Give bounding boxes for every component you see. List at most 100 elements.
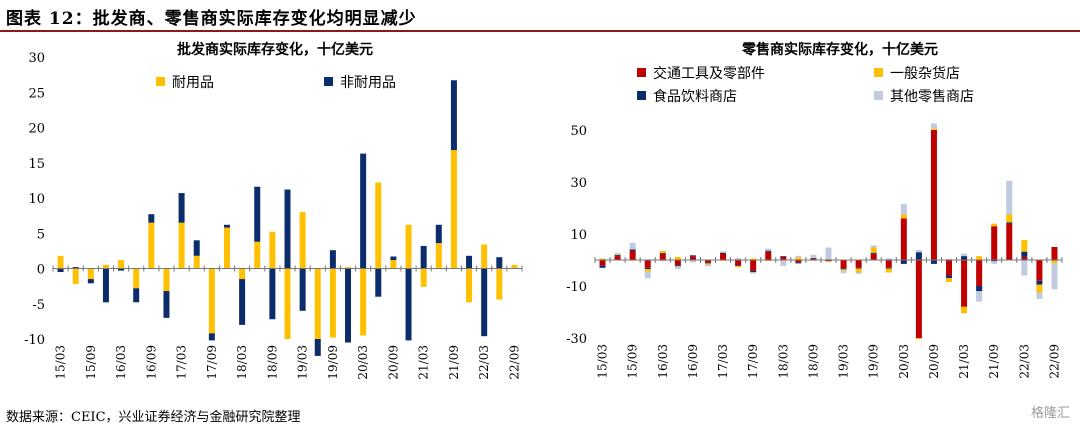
wholesale-x-tick-label: 16/09 — [144, 345, 158, 380]
retail-bar-s0-19-06 — [855, 260, 862, 268]
retail-legend-swatch-2 — [874, 68, 883, 77]
retail-bar-s3-17-12 — [765, 248, 772, 251]
retail-bar-s3-22-03 — [1021, 260, 1028, 276]
retail-bar-s3-15-09 — [629, 242, 636, 250]
wholesale-bar-s1-18-12 — [284, 189, 291, 269]
wholesale-bar-s1-18-03 — [239, 279, 246, 325]
retail-bar-s3-16-06 — [674, 266, 681, 269]
retail-bar-s0-18-12 — [825, 260, 832, 262]
retail-bar-s3-21-06 — [976, 291, 983, 302]
wholesale-bar-s0-19-03 — [299, 212, 306, 269]
wholesale-bar-s0-19-06 — [314, 268, 321, 339]
figure-title: 图表 12：批发商、零售商实际库存变化均明显减少 — [6, 9, 417, 29]
wholesale-bar-s1-21-03 — [420, 245, 427, 269]
wholesale-bar-s1-22-06 — [496, 257, 503, 269]
retail-bar-s0-18-09 — [810, 258, 817, 260]
retail-bar-s0-21-03 — [961, 260, 968, 307]
retail-y-tick-label: 10 — [570, 228, 587, 243]
retail-bar-s3-21-09 — [991, 261, 998, 264]
wholesale-bar-s1-20-09 — [390, 256, 397, 261]
wholesale-bar-s0-17-06 — [193, 255, 200, 269]
retail-bar-s2-20-03 — [900, 214, 907, 219]
wholesale-x-tick-label: 15/03 — [54, 345, 68, 380]
wholesale-y-tick-label: -10 — [24, 333, 45, 348]
retail-x-tick-label: 21/03 — [957, 344, 971, 379]
retail-title: 零售商实际库存变化，十亿美元 — [741, 41, 938, 58]
wholesale-bar-s1-20-06 — [375, 268, 382, 297]
retail-bar-s2-19-12 — [885, 268, 892, 273]
wholesale-x-tick-label: 20/03 — [356, 345, 370, 380]
wholesale-x-tick-label: 19/03 — [296, 345, 310, 380]
retail-bar-s2-20-09 — [930, 128, 937, 130]
retail-bar-s1-17-06 — [735, 265, 742, 266]
retail-bar-s3-16-09 — [689, 260, 696, 263]
retail-bar-s1-21-03 — [961, 256, 968, 260]
retail-legend-label-2: 一般杂货店 — [890, 65, 960, 82]
retail-bar-s3-19-03 — [840, 270, 847, 274]
wholesale-bar-s0-16-12 — [163, 268, 170, 292]
retail-bar-s2-21-09 — [991, 223, 998, 227]
retail-x-tick-label: 22/03 — [1017, 344, 1031, 379]
wholesale-bar-s0-22-09 — [511, 264, 518, 269]
retail-bar-s3-16-03 — [659, 260, 666, 262]
title-divider — [0, 30, 1080, 32]
retail-x-tick-label: 17/03 — [716, 344, 730, 379]
wholesale-bar-s1-16-12 — [163, 291, 170, 318]
wholesale-title: 批发商实际库存变化，十亿美元 — [177, 41, 373, 58]
wholesale-bar-s0-20-06 — [375, 182, 382, 269]
wholesale-bar-s0-16-06 — [133, 268, 140, 289]
wholesale-x-tick-label: 16/03 — [114, 345, 128, 380]
retail-bar-s0-16-06 — [674, 260, 681, 266]
wholesale-bar-s1-15-06 — [72, 267, 79, 269]
wholesale-bar-s0-15-09 — [87, 268, 94, 280]
retail-bar-s3-20-09 — [930, 123, 937, 129]
retail-bar-s0-17-03 — [720, 253, 727, 260]
retail-bar-s2-19-03 — [840, 269, 847, 271]
wholesale-x-tick-label: 18/03 — [235, 345, 249, 380]
retail-x-tick-label: 20/03 — [897, 344, 911, 379]
wholesale-bar-s1-16-06 — [133, 288, 140, 303]
retail-bar-s1-21-12 — [1006, 222, 1013, 224]
wholesale-y-tick-label: 0 — [37, 263, 45, 278]
retail-legend-swatch-1 — [637, 91, 646, 100]
retail-bar-s1-20-06 — [915, 252, 922, 260]
wholesale-bar-s1-17-03 — [178, 193, 185, 223]
wholesale-y-tick-label: 15 — [28, 157, 45, 172]
wholesale-bar-s0-17-03 — [178, 222, 185, 269]
retail-bar-s2-22-06 — [1036, 284, 1043, 293]
retail-bar-s1-16-06 — [674, 265, 681, 267]
wholesale-x-tick-label: 20/09 — [386, 345, 400, 380]
wholesale-chart: 批发商实际库存变化，十亿美元 -10 -5 0 5 10 15 20 25 30 15/03 15/0… — [24, 41, 523, 380]
retail-bar-s0-16-09 — [689, 256, 696, 260]
retail-bar-s0-20-12 — [946, 260, 953, 276]
wholesale-bar-s0-21-06 — [435, 243, 442, 269]
retail-bar-s0-17-06 — [735, 260, 742, 266]
wholesale-bar-s0-17-09 — [208, 268, 215, 334]
retail-bar-s1-22-06 — [1036, 280, 1043, 285]
wholesale-bar-s1-17-06 — [193, 240, 200, 256]
wholesale-legend-swatch-0 — [156, 77, 165, 86]
wholesale-x-tick-label: 19/09 — [326, 345, 340, 380]
wholesale-bar-s0-15-03 — [57, 255, 64, 269]
retail-x-tick-label: 16/03 — [656, 344, 670, 379]
wholesale-x-tick-label: 22/03 — [477, 345, 491, 380]
retail-bar-s0-21-06 — [976, 260, 983, 286]
retail-bar-s0-19-03 — [840, 260, 847, 269]
retail-legend-label-1: 食品饮料商店 — [653, 88, 737, 105]
retail-legend-label-0: 交通工具及零部件 — [653, 65, 765, 82]
retail-bar-s0-22-06 — [1036, 260, 1043, 281]
retail-x-tick-label: 19/03 — [837, 344, 851, 379]
wholesale-bar-s0-21-12 — [466, 268, 473, 303]
retail-bar-s0-19-12 — [885, 260, 892, 268]
wholesale-bar-s0-17-12 — [223, 227, 230, 269]
retail-bar-s3-15-03 — [599, 258, 606, 259]
wholesale-bar-s0-18-06 — [254, 241, 261, 269]
wholesale-bar-s0-20-12 — [405, 224, 412, 269]
retail-bar-s0-15-06 — [614, 256, 621, 260]
wholesale-y-tick-label: 25 — [28, 86, 45, 101]
retail-bar-s3-15-12 — [644, 271, 651, 279]
wholesale-legend-swatch-1 — [324, 77, 333, 86]
retail-bar-s1-20-03 — [900, 260, 907, 264]
retail-bar-s0-20-06 — [915, 260, 922, 338]
retail-bar-s3-19-06 — [855, 272, 862, 274]
